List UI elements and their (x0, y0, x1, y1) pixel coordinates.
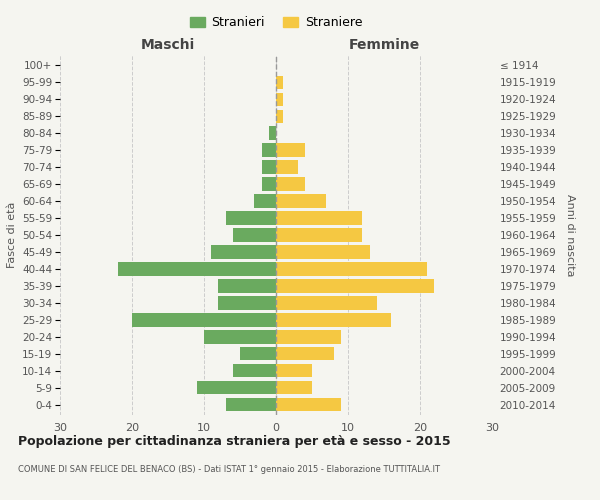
Bar (276, 178, 305, 190)
Bar (276, 76, 283, 89)
Bar (276, 144, 305, 156)
Bar (276, 212, 362, 224)
Bar (276, 228, 362, 241)
Bar (226, 212, 276, 224)
Bar (211, 246, 276, 258)
Text: Maschi: Maschi (141, 38, 195, 52)
Bar (118, 262, 276, 276)
Bar (240, 347, 276, 360)
Bar (276, 246, 370, 258)
Bar (226, 398, 276, 411)
Bar (276, 262, 427, 276)
Bar (262, 178, 276, 190)
Legend: Stranieri, Straniere: Stranieri, Straniere (185, 11, 367, 34)
Text: Femmine: Femmine (349, 38, 419, 52)
Bar (276, 110, 283, 123)
Bar (276, 330, 341, 344)
Bar (276, 296, 377, 310)
Bar (262, 144, 276, 156)
Bar (218, 296, 276, 310)
Bar (197, 381, 276, 394)
Bar (218, 280, 276, 292)
Bar (276, 280, 434, 292)
Bar (233, 228, 276, 241)
Bar (276, 314, 391, 326)
Text: COMUNE DI SAN FELICE DEL BENACO (BS) - Dati ISTAT 1° gennaio 2015 - Elaborazione: COMUNE DI SAN FELICE DEL BENACO (BS) - D… (18, 465, 440, 474)
Bar (233, 364, 276, 378)
Bar (276, 381, 312, 394)
Bar (276, 160, 298, 173)
Bar (132, 314, 276, 326)
Y-axis label: Fasce di età: Fasce di età (7, 202, 17, 268)
Y-axis label: Anni di nascita: Anni di nascita (565, 194, 575, 276)
Bar (262, 160, 276, 173)
Bar (276, 364, 312, 378)
Bar (269, 126, 276, 140)
Text: Popolazione per cittadinanza straniera per età e sesso - 2015: Popolazione per cittadinanza straniera p… (18, 435, 451, 448)
Bar (276, 398, 341, 411)
Bar (254, 194, 276, 207)
Bar (276, 347, 334, 360)
Bar (276, 194, 326, 207)
Bar (204, 330, 276, 344)
Bar (276, 92, 283, 106)
